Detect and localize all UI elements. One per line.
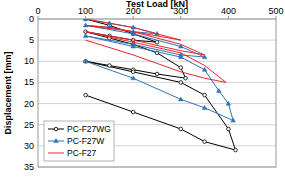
point [84, 59, 88, 63]
point [179, 97, 184, 101]
chart: 051015202530350100200300400500Test Load … [0, 0, 285, 180]
grid-line [38, 61, 276, 62]
point [83, 34, 88, 38]
point [83, 23, 88, 27]
point [203, 140, 207, 144]
y-axis-label: Displacement [mm] [3, 51, 13, 134]
plot-frame [38, 19, 276, 167]
x-tick-label: 100 [78, 6, 93, 16]
y-tick-label: 20 [24, 99, 34, 109]
point [202, 105, 207, 109]
point [108, 64, 112, 68]
point [202, 67, 207, 71]
point [202, 55, 207, 59]
legend-marker [54, 127, 58, 131]
x-tick [38, 16, 39, 19]
x-tick [180, 16, 181, 19]
x-tick [133, 16, 134, 19]
legend-label: PC-F27WG [67, 124, 111, 134]
grid-line [38, 82, 276, 83]
point [179, 127, 183, 131]
y-tick-label: 25 [24, 120, 34, 130]
point [179, 66, 183, 70]
point [131, 44, 136, 48]
point [83, 59, 88, 63]
point [131, 76, 136, 80]
y-tick-label: 5 [29, 35, 34, 45]
point [155, 72, 159, 76]
legend-label: PC-F27W [67, 136, 104, 146]
x-tick-label: 0 [35, 6, 40, 16]
point [84, 93, 88, 97]
y-tick-label: 10 [24, 56, 34, 66]
point [131, 110, 135, 114]
x-tick-label: 400 [221, 6, 236, 16]
legend-line [48, 153, 64, 154]
legend: PC-F27WG PC-F27W PC-F27 [44, 121, 114, 161]
point [234, 148, 238, 152]
y-tick-label: 15 [24, 77, 34, 87]
legend-box [44, 121, 114, 161]
point [231, 118, 236, 122]
point [226, 101, 231, 105]
series-line [86, 19, 234, 120]
point [179, 81, 183, 85]
x-axis-label: Test Load [kN] [126, 0, 188, 9]
point [227, 127, 231, 131]
legend-marker [54, 139, 59, 143]
point [184, 76, 188, 80]
point [179, 55, 184, 59]
x-tick [85, 16, 86, 19]
x-tick-label: 500 [268, 6, 283, 16]
point [131, 70, 135, 74]
grid-line [38, 103, 276, 104]
x-tick [276, 16, 277, 19]
y-tick-label: 0 [29, 14, 34, 24]
y-tick-label: 30 [24, 141, 34, 151]
legend-label: PC-F27 [67, 148, 97, 158]
point [203, 93, 207, 97]
point [217, 88, 222, 92]
series-line [86, 19, 226, 82]
y-tick-label: 35 [24, 162, 34, 172]
x-tick [228, 16, 229, 19]
